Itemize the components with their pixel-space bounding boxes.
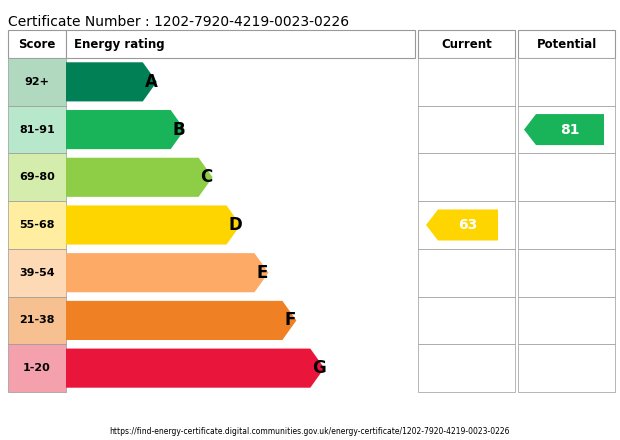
Text: Certificate Number : 1202-7920-4219-0023-0226: Certificate Number : 1202-7920-4219-0023… xyxy=(8,15,349,29)
Polygon shape xyxy=(426,209,498,241)
Text: Potential: Potential xyxy=(536,37,596,51)
Text: 1-20: 1-20 xyxy=(23,363,51,373)
Polygon shape xyxy=(66,205,241,245)
Text: 21-38: 21-38 xyxy=(19,315,55,326)
Text: 63: 63 xyxy=(458,218,477,232)
Text: G: G xyxy=(312,359,326,377)
Bar xyxy=(518,154,615,201)
Bar xyxy=(518,249,615,297)
Text: A: A xyxy=(145,73,157,91)
Text: 92+: 92+ xyxy=(25,77,50,87)
Text: C: C xyxy=(201,168,213,186)
Bar xyxy=(518,106,615,154)
Text: Current: Current xyxy=(441,37,492,51)
Bar xyxy=(418,106,515,154)
Bar xyxy=(418,249,515,297)
Bar xyxy=(418,297,515,344)
Polygon shape xyxy=(66,301,296,340)
Bar xyxy=(418,58,515,106)
Bar xyxy=(8,344,66,392)
Text: 69-80: 69-80 xyxy=(19,172,55,182)
Bar xyxy=(418,344,515,392)
Text: B: B xyxy=(173,121,185,139)
Bar xyxy=(518,58,615,106)
Bar xyxy=(8,106,66,154)
Polygon shape xyxy=(524,114,604,145)
Text: D: D xyxy=(229,216,242,234)
Text: E: E xyxy=(257,264,268,282)
Text: F: F xyxy=(285,312,296,330)
Bar xyxy=(418,201,515,249)
Text: https://find-energy-certificate.digital.communities.gov.uk/energy-certificate/12: https://find-energy-certificate.digital.… xyxy=(110,427,510,436)
Bar xyxy=(8,58,66,106)
Polygon shape xyxy=(66,62,157,102)
Bar xyxy=(8,30,66,58)
Bar xyxy=(418,30,515,58)
Polygon shape xyxy=(66,348,324,388)
Polygon shape xyxy=(66,158,213,197)
Bar xyxy=(518,297,615,344)
Polygon shape xyxy=(66,110,185,149)
Bar xyxy=(8,297,66,344)
Bar xyxy=(66,30,415,58)
Text: 81: 81 xyxy=(560,123,580,136)
Text: 55-68: 55-68 xyxy=(19,220,55,230)
Text: 81-91: 81-91 xyxy=(19,125,55,135)
Bar xyxy=(518,30,615,58)
Text: Score: Score xyxy=(19,37,56,51)
Polygon shape xyxy=(66,253,268,292)
Bar xyxy=(518,344,615,392)
Bar xyxy=(8,249,66,297)
Bar xyxy=(8,201,66,249)
Bar xyxy=(418,154,515,201)
Bar xyxy=(518,201,615,249)
Bar xyxy=(8,154,66,201)
Text: Energy rating: Energy rating xyxy=(74,37,165,51)
Text: 39-54: 39-54 xyxy=(19,268,55,278)
